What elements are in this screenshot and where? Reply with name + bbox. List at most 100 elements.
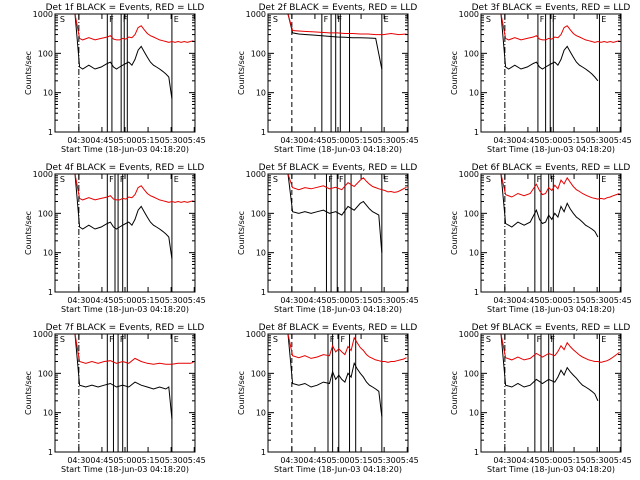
attenuator-label: F: [550, 335, 555, 344]
attenuator-label: F: [330, 335, 335, 344]
attenuator-label: F: [324, 15, 329, 24]
x-tick-label: 04:30: [67, 136, 90, 145]
series-events-line: [481, 14, 599, 82]
x-tick-label: 05:45: [396, 456, 419, 465]
x-axis-label: Start Time (18-Jun-03 04:18:20): [487, 465, 615, 474]
marker-lines: [78, 334, 173, 452]
panel-2: Det 2f BLACK = Events, RED = LLD 1 10 100 10…: [237, 3, 419, 154]
attenuator-label: F: [109, 335, 114, 344]
y-tick-label: 100: [38, 209, 53, 218]
y-tick-label: 10: [256, 89, 266, 98]
series-events-line: [268, 174, 383, 253]
marker-lines: [291, 334, 383, 452]
x-tick-label: 04:45: [90, 136, 113, 145]
x-tick-label: 05:15: [137, 456, 160, 465]
x-tick-label: 05:00: [326, 456, 349, 465]
panel-title: Det 5f BLACK = Events, RED = LLD: [259, 163, 418, 173]
series-lld-line: [481, 14, 620, 43]
series-events-line: [268, 334, 383, 417]
series-lld-line: [268, 174, 407, 193]
y-tick-label: 10: [469, 409, 479, 418]
attenuator-label: S: [486, 15, 491, 24]
series-events-line: [55, 14, 173, 99]
attenuator-label: E: [174, 335, 179, 344]
y-tick-label: 100: [251, 49, 266, 58]
y-tick-label: 100: [464, 369, 479, 378]
y-tick-label: 10: [43, 89, 53, 98]
x-tick-label: 04:30: [493, 456, 516, 465]
x-tick-label: 04:45: [303, 136, 326, 145]
y-tick-label: 10: [469, 249, 479, 258]
x-tick-label: 04:30: [280, 296, 303, 305]
x-axis-label: Start Time (18-Jun-03 04:18:20): [487, 305, 615, 314]
x-axis-label: Start Time (18-Jun-03 04:18:20): [487, 145, 615, 154]
series-events-line: [481, 174, 599, 238]
panel-title: Det 9f BLACK = Events, RED = LLD: [472, 323, 631, 333]
y-tick-label: 100: [464, 209, 479, 218]
x-tick-label: 04:45: [303, 456, 326, 465]
attenuator-label: S: [486, 335, 491, 344]
y-tick-label: 1: [474, 288, 479, 297]
plot-frame: [54, 173, 196, 293]
x-tick-label: 05:30: [160, 136, 183, 145]
y-tick-label: 1: [48, 288, 53, 297]
attenuator-label: S: [273, 335, 278, 344]
y-tick-label: 1000: [459, 10, 479, 19]
y-tick-label: 1: [261, 128, 266, 137]
x-tick-label: 05:45: [183, 136, 206, 145]
x-axis-label: Start Time (18-Jun-03 04:18:20): [61, 305, 189, 314]
panel-title: Det 1f BLACK = Events, RED = LLD: [46, 3, 205, 13]
y-tick-label: 1000: [459, 330, 479, 339]
x-tick-label: 05:00: [539, 456, 562, 465]
attenuator-label: F: [120, 335, 125, 344]
attenuator-label: E: [601, 335, 606, 344]
series-lld-line: [55, 14, 194, 43]
x-tick-label: 05:30: [586, 456, 609, 465]
x-tick-label: 04:30: [280, 136, 303, 145]
x-axis-label: Start Time (18-Jun-03 04:18:20): [61, 465, 189, 474]
y-tick-label: 1000: [33, 170, 53, 179]
x-tick-label: 05:45: [183, 456, 206, 465]
x-tick-label: 05:15: [137, 136, 160, 145]
x-tick-label: 05:15: [563, 136, 586, 145]
x-tick-label: 05:45: [396, 296, 419, 305]
panel-title: Det 4f BLACK = Events, RED = LLD: [46, 163, 205, 173]
panel-7: Det 7f BLACK = Events, RED = LLD 1 10 100 10…: [24, 323, 206, 474]
x-tick-label: 05:45: [609, 456, 632, 465]
y-tick-label: 1000: [246, 10, 266, 19]
attenuator-label: E: [384, 175, 389, 184]
attenuator-label: F: [337, 15, 342, 24]
attenuator-label: F: [120, 175, 125, 184]
marker-lines: [78, 14, 173, 132]
x-axis-label: Start Time (18-Jun-03 04:18:20): [61, 145, 189, 154]
x-tick-label: 05:30: [373, 456, 396, 465]
y-tick-label: 1: [474, 128, 479, 137]
marker-lines: [78, 174, 173, 292]
series-events-line: [55, 174, 173, 259]
y-tick-label: 1: [261, 288, 266, 297]
y-tick-label: 10: [43, 249, 53, 258]
x-tick-label: 05:00: [326, 136, 349, 145]
series-lld-line: [55, 334, 194, 365]
y-tick-label: 1000: [33, 10, 53, 19]
y-tick-label: 100: [251, 369, 266, 378]
y-axis-label: Counts/sec: [237, 51, 246, 95]
series-events-line: [481, 334, 599, 402]
y-axis-label: Counts/sec: [24, 211, 33, 255]
x-tick-label: 04:45: [303, 296, 326, 305]
attenuator-label: E: [174, 175, 179, 184]
marker-lines: [504, 334, 600, 452]
x-axis-label: Start Time (18-Jun-03 04:18:20): [274, 465, 402, 474]
marker-lines: [291, 174, 383, 292]
x-tick-label: 04:30: [493, 296, 516, 305]
x-tick-label: 05:45: [609, 296, 632, 305]
y-tick-label: 10: [469, 89, 479, 98]
x-tick-label: 04:45: [516, 296, 539, 305]
attenuator-label: E: [601, 175, 606, 184]
attenuator-label: S: [486, 175, 491, 184]
x-tick-label: 05:30: [160, 296, 183, 305]
x-tick-label: 05:15: [350, 296, 373, 305]
panel-9: Det 9f BLACK = Events, RED = LLD 1 10 100 10…: [450, 323, 632, 474]
attenuator-label: F: [552, 15, 557, 24]
x-axis-label: Start Time (18-Jun-03 04:18:20): [274, 305, 402, 314]
